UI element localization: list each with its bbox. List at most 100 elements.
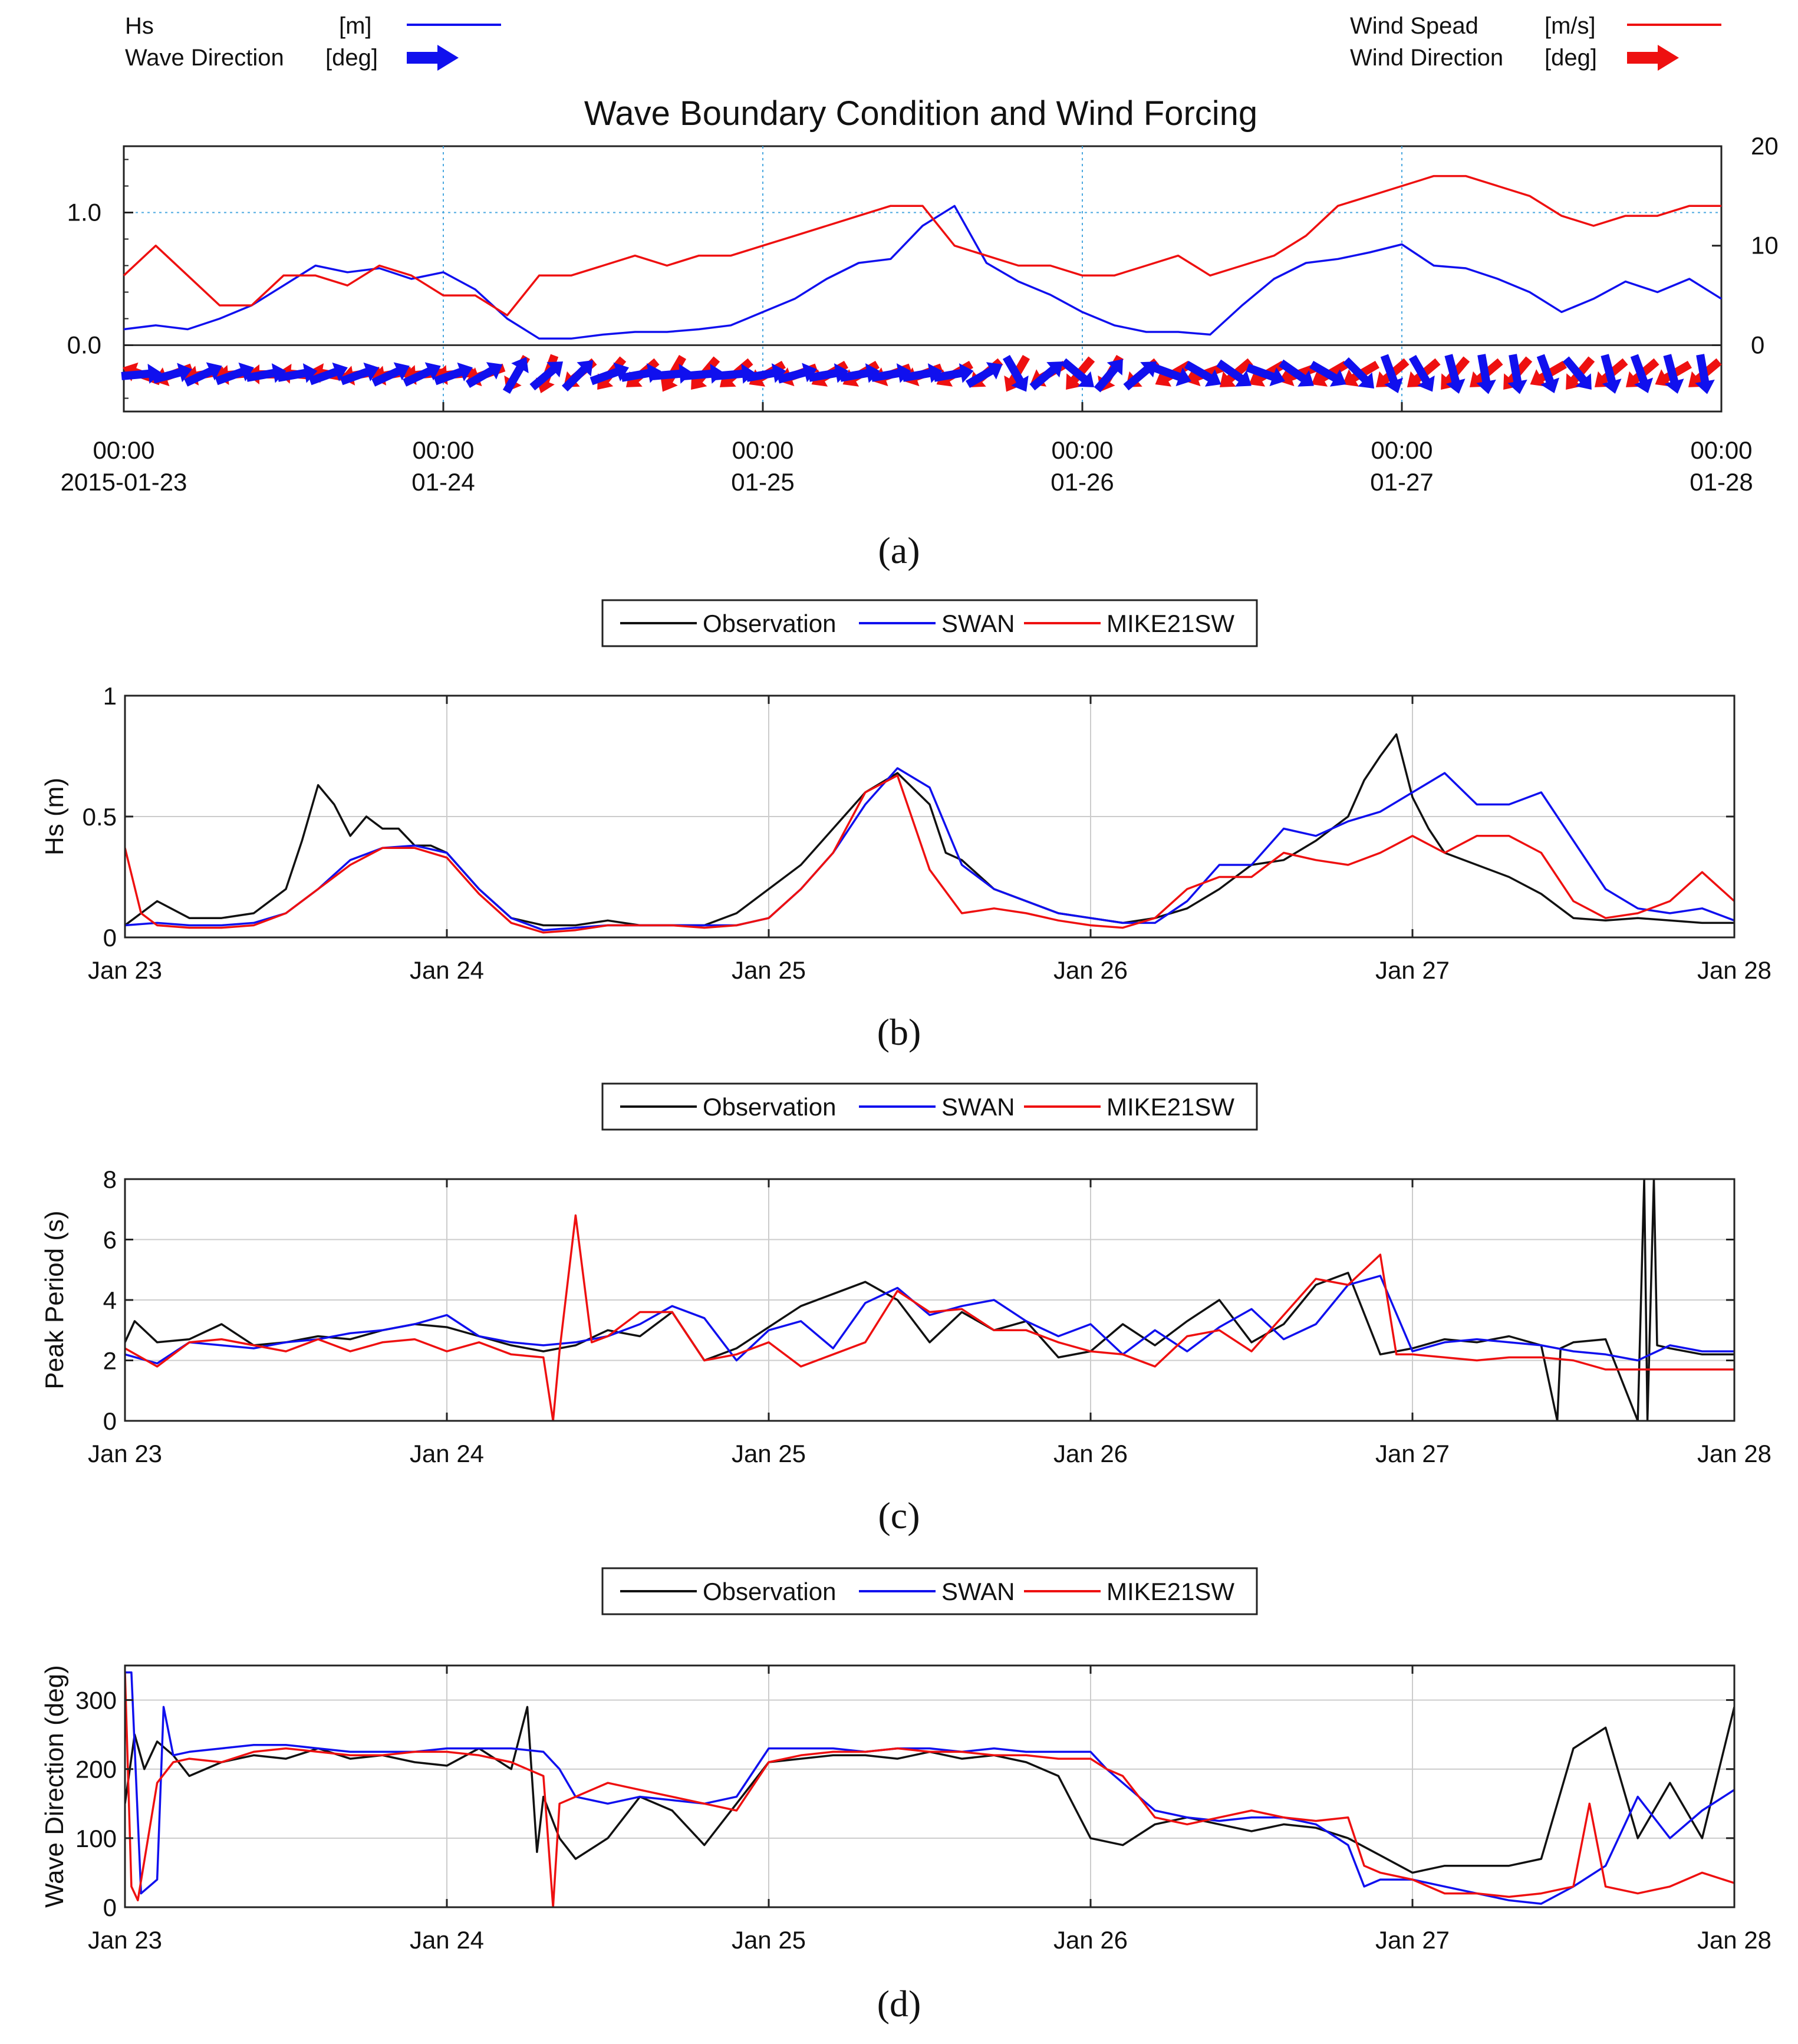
wave-direction-arrow bbox=[184, 362, 222, 387]
wind-speed-series-line bbox=[123, 175, 1721, 317]
chart-a-xtick-date: 01-28 bbox=[1690, 468, 1753, 496]
wave-direction-arrow bbox=[1152, 363, 1191, 387]
wave-direction-arrow-shape bbox=[777, 363, 817, 384]
wave-direction-arrow bbox=[562, 360, 594, 391]
wave-direction-arrow bbox=[502, 357, 529, 394]
wave-direction-arrow-shape bbox=[621, 363, 661, 383]
wave-direction-arrow-shape bbox=[1601, 354, 1622, 394]
y-axis-label: Wave Direction (deg) bbox=[40, 1665, 69, 1908]
wave-direction-arrow-shape bbox=[933, 363, 974, 383]
series-group bbox=[125, 1179, 1734, 1421]
legend-wind-unit: [m/s] bbox=[1545, 13, 1596, 39]
wave-direction-arrow bbox=[466, 362, 503, 389]
wave-direction-arrow-shape bbox=[590, 362, 629, 386]
legend-label-swan: SWAN bbox=[941, 1578, 1015, 1605]
chart-a-series bbox=[123, 175, 1722, 340]
wave-direction-arrow bbox=[1630, 354, 1654, 393]
wave-direction-arrow bbox=[808, 363, 849, 383]
hs-series-line bbox=[123, 205, 1722, 340]
wave-direction-arrow-shape bbox=[340, 362, 379, 386]
chart-a-direction-arrows bbox=[121, 354, 1722, 394]
wave-direction-arrow-shape bbox=[502, 357, 529, 394]
wave-direction-arrow bbox=[308, 362, 348, 386]
wave-direction-arrow-shape bbox=[152, 363, 192, 384]
wave-direction-arrow bbox=[215, 362, 254, 386]
wave-direction-arrow bbox=[1184, 360, 1221, 387]
wave-direction-arrow bbox=[590, 362, 629, 386]
wave-direction-arrow-shape bbox=[871, 363, 911, 383]
wave-direction-arrow bbox=[746, 363, 786, 383]
wave-direction-arrow-shape bbox=[1123, 361, 1157, 391]
wave-direction-arrow bbox=[1029, 361, 1063, 391]
legend-label-swan: SWAN bbox=[941, 1093, 1015, 1121]
legend-wind-name: Wind Spead bbox=[1350, 13, 1478, 39]
wave-direction-arrow bbox=[152, 363, 192, 384]
xtick-label: Jan 26 bbox=[1053, 1440, 1128, 1467]
plot-frame bbox=[124, 1664, 1736, 1908]
chart-d-plot: 0 100 200 300 Jan 23 Jan 24 Jan 25 Jan 26 Jan 27… bbox=[40, 1664, 1771, 1954]
wave-direction-arrow-shape bbox=[1630, 354, 1654, 393]
chart-a-xtick-date: 2015-01-23 bbox=[61, 468, 187, 496]
series-line-swan bbox=[125, 1275, 1734, 1365]
wave-direction-arrow-shape bbox=[562, 360, 594, 391]
legend-wind-dir-unit: [deg] bbox=[1545, 45, 1597, 71]
legend-hs-unit: [m] bbox=[339, 13, 372, 39]
panel-c: Observation SWAN MIKE21SW 0 2 4 6 8 Jan 23 Jan 2… bbox=[40, 1082, 1771, 1536]
series-line-mike21sw bbox=[125, 774, 1734, 934]
wave-direction-arrow-shape bbox=[466, 362, 503, 389]
chart-a-axes: 0.0 1.0 0 10 20 00:00 2015-01-23 00:00 01-24 00:0… bbox=[61, 132, 1779, 496]
ytick-label: 6 bbox=[103, 1226, 117, 1254]
wave-direction-arrow-shape bbox=[277, 363, 318, 383]
series-group bbox=[125, 733, 1734, 934]
wave-direction-arrow-shape bbox=[1002, 355, 1029, 392]
wave-direction-arrow bbox=[1343, 357, 1375, 389]
wave-direction-arrow bbox=[714, 364, 755, 384]
wave-direction-arrow-shape bbox=[1562, 356, 1592, 390]
wave-direction-arrow bbox=[1663, 354, 1684, 394]
ytick-label: 4 bbox=[103, 1286, 117, 1314]
chart-b-legend: Observation SWAN MIKE21SW bbox=[601, 599, 1258, 647]
xtick-label: Jan 25 bbox=[732, 1440, 806, 1467]
chart-c-plot: 0 2 4 6 8 Jan 23 Jan 24 Jan 25 Jan 26 Jan 27 Jan 2… bbox=[40, 1166, 1771, 1467]
wave-direction-arrow-shape bbox=[308, 362, 348, 386]
wave-direction-arrow-shape bbox=[1216, 359, 1252, 387]
wave-direction-arrow bbox=[839, 363, 880, 383]
legend-label-mike: MIKE21SW bbox=[1107, 610, 1234, 637]
wave-direction-arrow bbox=[777, 363, 817, 384]
wave-direction-arrow bbox=[1279, 359, 1314, 387]
wave-direction-arrow bbox=[1601, 354, 1622, 394]
wave-direction-arrow bbox=[1246, 363, 1285, 387]
wave-direction-arrow-shape bbox=[403, 362, 441, 387]
wave-direction-arrow-shape bbox=[714, 364, 755, 384]
ytick-label: 0.5 bbox=[83, 803, 117, 831]
chart-a-xtick-date: 01-27 bbox=[1370, 468, 1433, 496]
wave-direction-arrow bbox=[871, 363, 911, 383]
wave-direction-arrow bbox=[1216, 359, 1252, 387]
panel-a: Hs [m] Wave Direction [deg] Wind Spead [… bbox=[61, 13, 1779, 571]
legend-label-obs: Observation bbox=[703, 610, 836, 637]
legend-label-mike: MIKE21SW bbox=[1107, 1578, 1234, 1605]
wave-direction-arrow-shape bbox=[529, 361, 564, 391]
y-axis-label: Hs (m) bbox=[40, 778, 69, 855]
ytick-label: 300 bbox=[75, 1687, 117, 1714]
wave-direction-arrow bbox=[652, 364, 693, 384]
wave-direction-arrow-shape bbox=[1507, 354, 1527, 394]
legend-wave-dir-unit: [deg] bbox=[325, 45, 378, 71]
wave-direction-arrow bbox=[529, 361, 564, 391]
wave-direction-arrow-shape bbox=[966, 362, 1003, 389]
legend-wave-dir-arrow-icon bbox=[407, 45, 459, 71]
wave-direction-arrow-shape bbox=[1476, 354, 1496, 394]
wave-direction-arrow-shape bbox=[1380, 354, 1404, 393]
wave-direction-arrow-shape bbox=[746, 363, 786, 383]
wave-direction-arrow-shape bbox=[1094, 358, 1123, 393]
series-line-mike21sw bbox=[125, 1214, 1734, 1421]
panel-d: Observation SWAN MIKE21SW 0 100 200 300 Jan 23… bbox=[40, 1567, 1771, 2025]
wave-direction-arrow-shape bbox=[1536, 354, 1560, 393]
chart-a-xtick-time: 00:00 bbox=[1371, 436, 1433, 464]
xtick-label: Jan 23 bbox=[88, 956, 162, 984]
chart-b-plot: 0 0.5 1 Jan 23 Jan 24 Jan 25 Jan 26 Jan 27 Jan 2… bbox=[40, 682, 1771, 984]
chart-a-ytick-label-right: 0 bbox=[1751, 331, 1764, 358]
xtick-label: Jan 28 bbox=[1697, 1926, 1771, 1954]
chart-a-xtick-time: 00:00 bbox=[412, 436, 474, 464]
caption-d: (d) bbox=[877, 1983, 921, 2025]
